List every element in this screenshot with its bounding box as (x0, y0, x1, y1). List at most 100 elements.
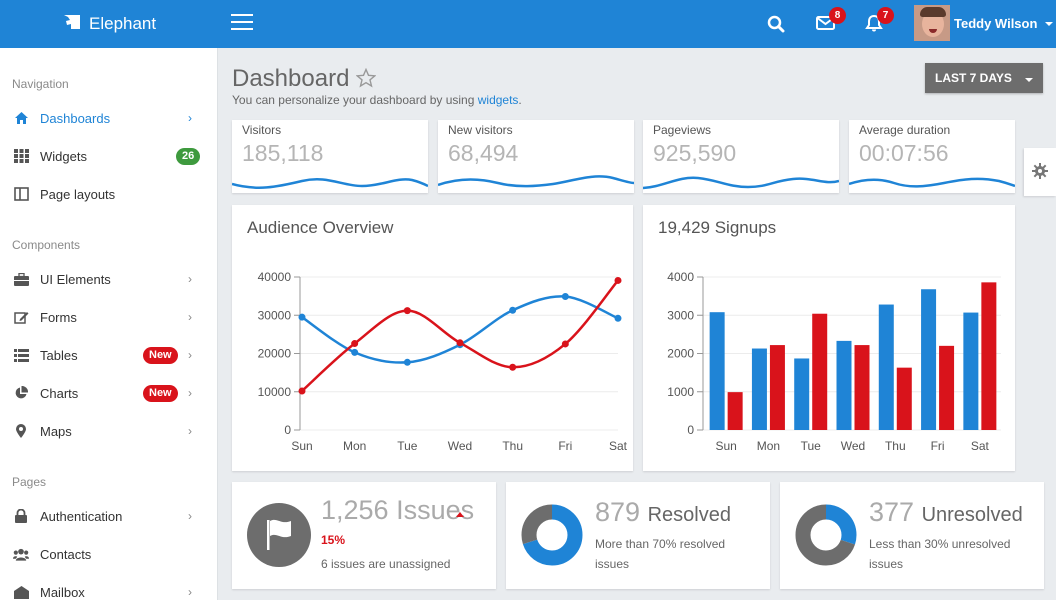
chevron-right-icon: › (188, 310, 192, 324)
stat-card-new-visitors[interactable]: New visitors 68,494 (438, 120, 634, 193)
signups-card: 19,429 Signups 0 1000 2000 3000 4000 Sun Mon Tu… (643, 205, 1015, 471)
chart-title: 19,429 Signups (658, 218, 777, 237)
sidebar-item-charts[interactable]: Charts New › (0, 375, 217, 411)
chevron-right-icon: › (188, 424, 192, 438)
sidebar-item-ui-elements[interactable]: UI Elements › (0, 261, 217, 297)
list-icon (13, 347, 29, 363)
bar (794, 358, 810, 430)
bar (896, 367, 912, 430)
stat-label: Pageviews (653, 123, 712, 137)
sidebar-section-pages: Pages (12, 475, 47, 489)
hamburger-icon[interactable] (231, 14, 253, 34)
audience-line-chart[interactable]: 0 10000 20000 30000 40000 Sun Mon Tue Wed Thu Fri S… (232, 205, 633, 471)
stat-card-average-duration[interactable]: Average duration 00:07:56 (849, 120, 1015, 193)
sidebar-item-label: Contacts (40, 546, 92, 562)
messages-button[interactable]: 8 (814, 7, 846, 36)
stat-label: Average duration (859, 123, 951, 137)
bar (836, 340, 852, 430)
user-menu[interactable]: Teddy Wilson (914, 5, 1054, 41)
audience-overview-card: Audience Overview 0 10000 20000 30000 40000 S… (232, 205, 633, 471)
gear-icon (1032, 162, 1048, 182)
sidebar-item-label: UI Elements (40, 271, 111, 287)
sidebar-item-maps[interactable]: Maps › (0, 413, 217, 449)
signups-bar-chart[interactable]: 0 1000 2000 3000 4000 Sun Mon Tue Wed Thu Fri Sat (643, 205, 1015, 471)
settings-button[interactable] (1024, 148, 1056, 196)
donut-slice-1 (795, 504, 857, 566)
messages-badge: 8 (829, 7, 846, 24)
sidebar-item-label: Tables (40, 347, 78, 363)
issues-label: Issues (396, 495, 475, 525)
donut-slice-1 (521, 504, 583, 566)
star-icon[interactable] (355, 67, 377, 91)
y-tick-label: 30000 (258, 308, 292, 322)
date-range-button[interactable]: LAST 7 DAYS (925, 63, 1043, 93)
chevron-right-icon: › (188, 111, 192, 125)
brand[interactable]: Elephant (62, 12, 156, 35)
top-navbar: Elephant 8 7 Teddy Wilson (0, 0, 1056, 48)
data-point (298, 313, 306, 321)
x-tick-label: Thu (885, 439, 906, 453)
date-range-label: LAST 7 DAYS (935, 71, 1012, 85)
avatar (914, 5, 950, 41)
y-tick-label: 2000 (667, 347, 694, 361)
sidebar-item-label: Mailbox (40, 584, 85, 600)
duration-sparkline (849, 177, 1015, 188)
bar (812, 313, 828, 430)
sidebar-item-contacts[interactable]: Contacts (0, 536, 217, 572)
sidebar-item-tables[interactable]: Tables New › (0, 337, 217, 373)
chart-title: Audience Overview (247, 218, 394, 237)
unresolved-number: 377 (869, 497, 915, 527)
chevron-right-icon: › (188, 348, 192, 362)
sidebar-item-label: Forms (40, 309, 77, 325)
chevron-right-icon: › (188, 509, 192, 523)
series-line-0 (301, 295, 619, 364)
data-point (403, 307, 411, 315)
stat-card-pageviews[interactable]: Pageviews 925,590 (643, 120, 839, 193)
x-tick-label: Tue (397, 439, 418, 453)
data-point (509, 306, 517, 314)
y-tick-label: 1000 (667, 385, 694, 399)
user-name: Teddy Wilson (954, 15, 1038, 31)
sidebar-section-components: Components (12, 238, 81, 252)
data-point (614, 276, 622, 284)
stat-label: New visitors (448, 123, 513, 137)
data-point (403, 358, 411, 366)
briefcase-icon (13, 271, 29, 287)
issues-count: 1,256 Issues (321, 495, 474, 526)
widgets-link[interactable]: widgets (477, 93, 519, 107)
chevron-right-icon: › (188, 585, 192, 599)
sidebar-item-widgets[interactable]: Widgets 26 (0, 138, 217, 174)
sidebar-item-mailbox[interactable]: Mailbox › (0, 574, 217, 600)
sidebar-item-page-layouts[interactable]: Page layouts (0, 176, 217, 212)
sidebar-item-authentication[interactable]: Authentication › (0, 498, 217, 534)
bar (981, 282, 997, 430)
widgets-count-badge: 26 (176, 147, 201, 165)
resolved-donut-chart (521, 504, 583, 566)
elephant-logo-icon (62, 12, 82, 35)
pie-chart-icon (13, 385, 29, 401)
search-icon[interactable] (764, 12, 788, 36)
chevron-down-icon (1025, 78, 1033, 82)
x-tick-label: Mon (757, 439, 780, 453)
caret-up-icon (456, 512, 464, 517)
notifications-button[interactable]: 7 (862, 7, 894, 36)
sidebar-item-label: Charts (40, 385, 79, 401)
sidebar-item-dashboards[interactable]: Dashboards › (0, 100, 217, 136)
resolved-note-line1: More than 70% resolved (595, 537, 726, 551)
resolved-note-line2: issues (595, 557, 630, 571)
chevron-down-icon (1045, 22, 1054, 26)
data-point (614, 314, 622, 322)
resolved-count: 879 Resolved (595, 497, 731, 528)
page-title: Dashboard (232, 65, 350, 92)
issues-percent: 15% (321, 533, 346, 547)
unresolved-note-line2: issues (869, 557, 904, 571)
unresolved-note-line1: Less than 30% unresolved (869, 537, 1011, 551)
issues-note: 6 issues are unassigned (321, 557, 451, 571)
y-tick-label: 0 (284, 423, 291, 437)
sidebar-item-forms[interactable]: Forms › (0, 299, 217, 335)
data-point (351, 340, 359, 348)
sidebar-section-navigation: Navigation (12, 77, 69, 91)
stat-card-visitors[interactable]: Visitors 185,118 (232, 120, 428, 193)
sidebar-item-label: Dashboards (40, 110, 111, 126)
subtitle-suffix: . (518, 93, 522, 107)
